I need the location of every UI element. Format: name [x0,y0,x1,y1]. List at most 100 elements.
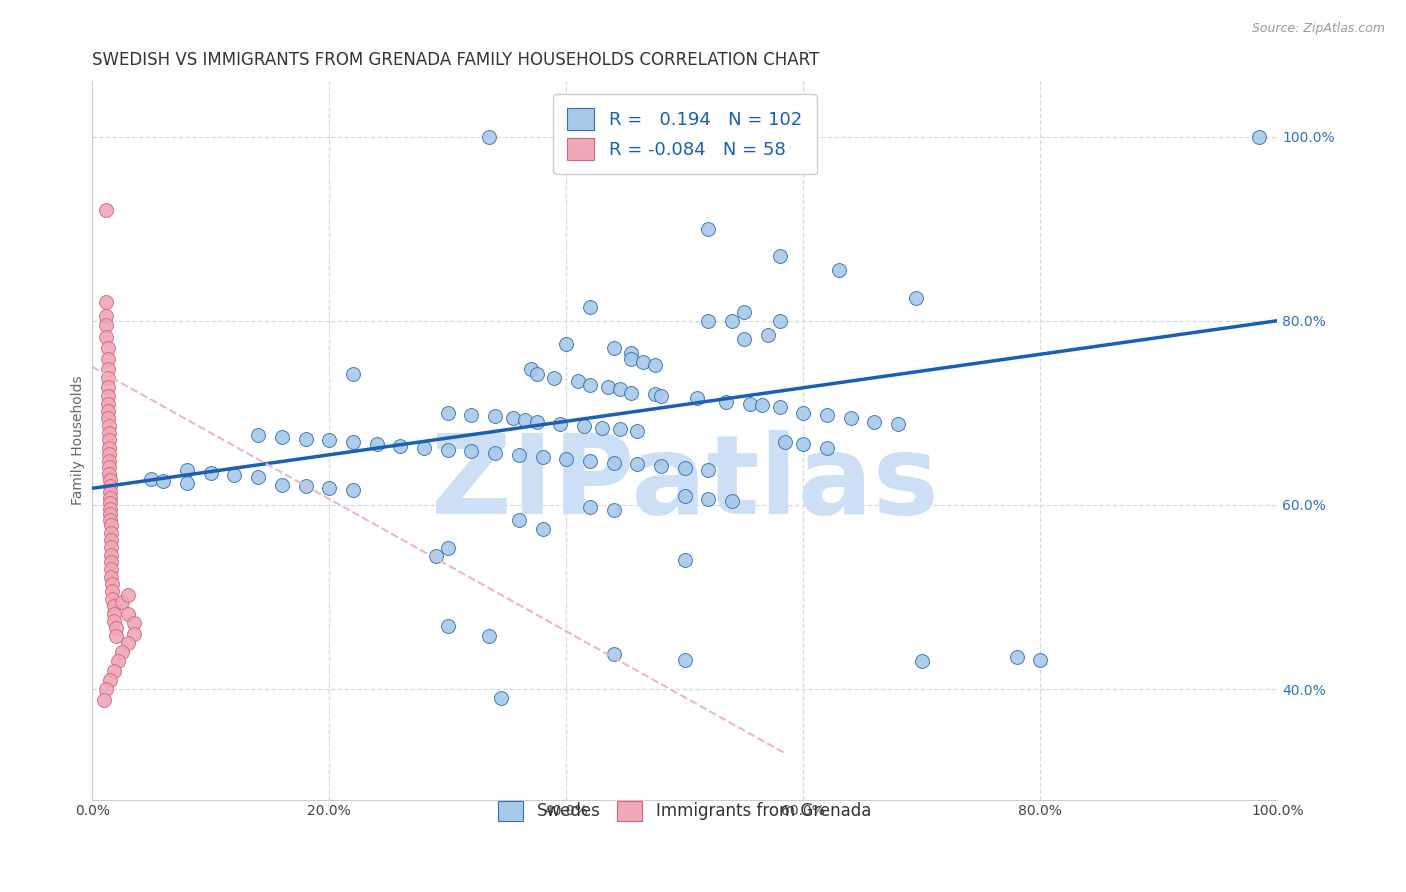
Point [413,441,436,455]
Point [626,458,648,472]
Point [478,129,501,144]
Point [111,595,134,609]
Point [596,380,619,394]
Point [579,453,602,467]
Point [609,382,631,396]
Point [342,483,364,498]
Legend: Swedes, Immigrants from Grenada: Swedes, Immigrants from Grenada [485,788,884,834]
Point [436,406,458,420]
Point [526,415,548,429]
Point [270,477,292,491]
Point [93,693,115,707]
Point [828,263,851,277]
Point [389,439,412,453]
Point [97,434,120,448]
Point [117,607,139,621]
Point [100,533,122,547]
Point [716,394,738,409]
Point [318,434,340,448]
Point [673,553,696,567]
Point [97,426,120,441]
Point [294,432,316,446]
Point [103,599,125,614]
Point [103,664,125,678]
Point [815,408,838,422]
Point [97,380,120,394]
Point [342,435,364,450]
Point [97,342,120,356]
Point [815,441,838,455]
Point [567,374,589,388]
Point [768,249,790,263]
Point [602,456,624,470]
Point [247,470,270,484]
Point [620,346,643,360]
Point [176,475,198,490]
Point [555,336,578,351]
Point [97,411,120,425]
Point [685,391,707,405]
Point [697,463,720,477]
Point [1005,649,1028,664]
Point [98,507,121,521]
Point [602,342,624,356]
Point [100,540,122,554]
Point [738,396,761,410]
Point [550,417,572,431]
Point [141,472,163,486]
Point [97,361,120,376]
Point [97,467,120,481]
Point [756,327,779,342]
Point [97,441,120,455]
Point [96,309,118,323]
Point [508,448,530,462]
Point [733,332,755,346]
Point [650,389,672,403]
Point [792,406,814,420]
Point [602,503,624,517]
Point [911,654,934,668]
Point [1029,652,1052,666]
Point [96,318,118,333]
Point [768,314,790,328]
Point [609,422,631,436]
Point [117,636,139,650]
Point [484,446,506,460]
Point [579,378,602,392]
Point [436,619,458,633]
Point [502,411,524,425]
Point [97,418,120,433]
Point [111,645,134,659]
Point [721,494,744,508]
Point [97,447,120,461]
Point [100,525,122,540]
Point [122,627,145,641]
Point [101,584,124,599]
Point [721,314,744,328]
Point [555,451,578,466]
Point [100,562,122,576]
Point [104,629,127,643]
Point [318,481,340,495]
Point [97,371,120,385]
Point [247,428,270,442]
Point [98,501,121,516]
Point [96,330,118,344]
Point [673,652,696,666]
Text: ZIPatlas: ZIPatlas [430,430,939,537]
Point [270,430,292,444]
Point [697,492,720,507]
Point [107,654,129,668]
Point [100,518,122,533]
Point [101,591,124,606]
Point [100,548,122,562]
Point [768,401,790,415]
Point [342,367,364,381]
Point [697,221,720,235]
Point [98,479,121,493]
Point [104,621,127,635]
Point [572,418,595,433]
Point [839,411,862,425]
Point [484,409,506,424]
Text: SWEDISH VS IMMIGRANTS FROM GRENADA FAMILY HOUSEHOLDS CORRELATION CHART: SWEDISH VS IMMIGRANTS FROM GRENADA FAMIL… [93,51,820,69]
